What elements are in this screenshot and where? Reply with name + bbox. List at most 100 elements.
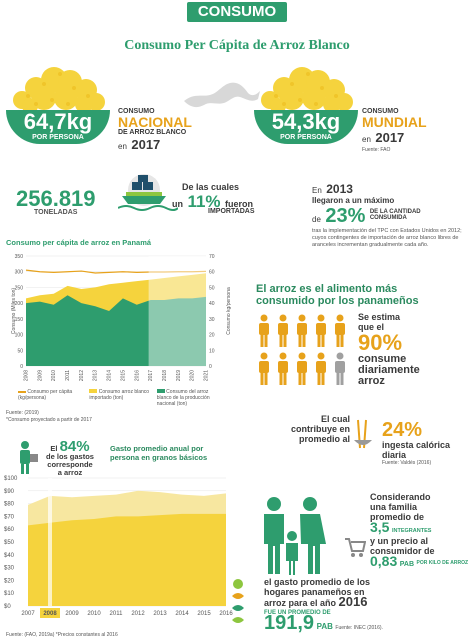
most-l1: El arroz es el alimento más xyxy=(256,283,398,295)
chart1-plot: 0 50 100 150 200 250 300 350 0 10 20 30 40 50 60 70 2008… xyxy=(15,254,215,381)
national-l1: CONSUMO xyxy=(118,108,155,115)
cart-icon xyxy=(344,536,367,558)
ytick-right: 50 xyxy=(209,285,215,291)
chart1-ylabel-right: Consumo kg/persona xyxy=(226,287,232,335)
max2013-note: tras la implementación del TPC con Estad… xyxy=(312,228,462,248)
ytick-right: 70 xyxy=(209,254,215,260)
national-year: 2017 xyxy=(131,137,161,152)
xtick: 2009 xyxy=(65,611,79,617)
family-l7: hogares panameños en xyxy=(264,587,365,597)
chart1-source: Fuente: (2019) xyxy=(6,410,39,416)
spend-title: Gasto promedio anual por persona en gran… xyxy=(110,444,208,462)
xtick: 2012 xyxy=(131,611,145,617)
national-l4: en xyxy=(118,142,127,151)
xtick: 2016 xyxy=(134,370,140,381)
family-l2: una familia xyxy=(370,502,418,512)
kcal-l1: El cual xyxy=(320,414,350,424)
xtick: 2010 xyxy=(87,611,101,617)
xtick: 2007 xyxy=(21,611,35,617)
person-icon xyxy=(297,314,307,347)
ytick: $100 xyxy=(4,476,18,482)
imports-t3: fueron xyxy=(225,199,253,209)
most-pct: 90% xyxy=(358,330,403,355)
ytick-right: 20 xyxy=(209,333,215,339)
ytick: $50 xyxy=(4,540,15,546)
spend-source: Fuente: (FAO, 2019a) *Precios constantes… xyxy=(6,632,118,638)
person-icon xyxy=(259,352,269,385)
family-price-per: POR KILO DE ARROZ xyxy=(416,560,469,567)
person-icon xyxy=(316,352,326,385)
xtick: 2009 xyxy=(37,370,43,381)
ytick-right: 40 xyxy=(209,301,215,307)
family-price: 0,83 xyxy=(370,553,398,569)
person-icon xyxy=(297,352,307,385)
person-icon xyxy=(259,314,269,347)
ship-icon xyxy=(117,172,179,216)
family-price-unit: PAB xyxy=(399,561,415,568)
ytick: $40 xyxy=(4,553,15,559)
person-icon xyxy=(278,352,288,385)
ytick-left: 250 xyxy=(15,285,24,291)
family-members: 3,5 xyxy=(370,519,390,535)
chart1-legend3: Consumo del arroz blanco de la producció… xyxy=(156,389,210,407)
kcal-left: El cual contribuye en promedio al xyxy=(270,414,350,444)
family-l3: promedio de xyxy=(370,512,425,522)
ytick-right: 60 xyxy=(209,270,215,276)
spend-pct: 84% xyxy=(59,438,90,455)
ytick-left: 50 xyxy=(17,348,23,354)
most-s2: que el xyxy=(358,322,385,332)
ytick-left: 200 xyxy=(15,301,24,307)
coins-icon xyxy=(228,576,248,632)
family-l5: consumidor de xyxy=(370,546,435,556)
max2013-l1: En xyxy=(312,186,322,195)
spend-l3: corresponde xyxy=(47,460,93,469)
xtick: 2019 xyxy=(176,370,182,381)
xtick: 2021 xyxy=(204,370,210,381)
chart1-legend: Consumo per cápita (kg/persona) Consumo … xyxy=(18,389,228,407)
national-l3: DE ARROZ BLANCO xyxy=(118,129,187,136)
family-l8: arroz para el año xyxy=(264,598,337,608)
person-gray-icon xyxy=(335,352,345,385)
spend-l2: de los gastos xyxy=(46,452,94,461)
xtick: 2008 xyxy=(43,611,57,617)
family-source: Fuente: INEC (2016). xyxy=(335,625,383,631)
xtick: 2012 xyxy=(79,370,85,381)
national-text: CONSUMO NACIONAL DE ARROZ BLANCO en 2017 xyxy=(118,108,218,154)
people-grid xyxy=(254,312,354,392)
ytick: $10 xyxy=(4,591,15,597)
chart2-plot: $0 $10 $20 $30 $40 $50 $60 $70 $80 $90 $100 2007 200… xyxy=(4,476,233,618)
national-rice-bowl-icon xyxy=(8,60,108,115)
ytick-left: 350 xyxy=(15,254,24,260)
max2013-l4: DE LA CANTIDAD xyxy=(369,209,421,215)
most-l2: consumido por los panameños xyxy=(256,295,419,307)
xtick: 2010 xyxy=(51,370,57,381)
family-l6: el gasto promedio de los xyxy=(264,577,371,587)
family-l4: y un precio al xyxy=(370,536,429,546)
world-rice-bowl-icon xyxy=(256,60,356,115)
spend-l4: a arroz xyxy=(57,468,83,477)
max2013-l3: de xyxy=(312,215,321,224)
world-l2: MUNDIAL xyxy=(362,114,427,130)
person-icon xyxy=(335,314,345,347)
family-top: Considerando una familia promedio de 3,5… xyxy=(370,492,472,570)
national-value: 64,7kg xyxy=(23,109,93,134)
kcal-l5: diaria xyxy=(382,450,407,460)
ytick-left: 100 xyxy=(15,333,24,339)
national-value-box: 64,7kg POR PERSONA xyxy=(6,110,110,144)
ytick-right: 30 xyxy=(209,317,215,323)
family-l9: FUE UN PROMEDIO DE xyxy=(264,610,331,616)
xtick: 2015 xyxy=(120,370,126,381)
xtick: 2013 xyxy=(93,370,99,381)
chart1-title: Consumo per cápita de arroz en Panamá xyxy=(6,238,152,247)
xtick: 2018 xyxy=(162,370,168,381)
kcal-l2: contribuye en xyxy=(290,424,350,434)
most-s4: diariamente xyxy=(358,364,420,376)
bowl-icon xyxy=(352,418,374,450)
chart1-legend2: Consumo arroz blanco importado (ton) xyxy=(89,389,150,401)
xtick: 2016 xyxy=(219,611,233,617)
xtick: 2013 xyxy=(153,611,167,617)
national-sub: POR PERSONA xyxy=(32,134,84,141)
ytick: $20 xyxy=(4,578,15,584)
max2013-l2: llegaron a un máximo xyxy=(312,196,395,205)
most-title: El arroz es el alimento más consumido po… xyxy=(256,283,472,307)
